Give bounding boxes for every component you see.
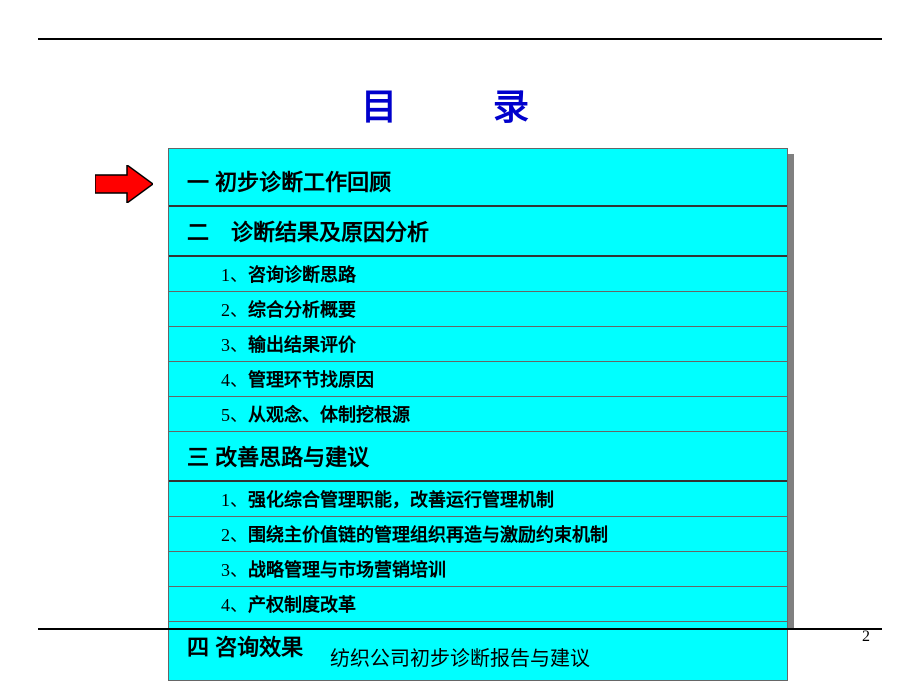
section-header-2: 二 诊断结果及原因分析 (169, 207, 787, 257)
sub-item-2-4: 4、管理环节找原因 (169, 362, 787, 397)
section-header-3: 三 改善思路与建议 (169, 432, 787, 482)
sub-item-2-5: 5、从观念、体制挖根源 (169, 397, 787, 432)
sub-item-3-2: 2、围绕主价值链的管理组织再造与激励约束机制 (169, 517, 787, 552)
sub-item-3-1: 1、强化综合管理职能，改善运行管理机制 (169, 482, 787, 517)
bottom-divider (38, 628, 882, 630)
sub-item-2-1: 1、咨询诊断思路 (169, 257, 787, 292)
sub-item-2-3: 3、输出结果评价 (169, 327, 787, 362)
sub-item-2-2: 2、综合分析概要 (169, 292, 787, 327)
sub-item-3-4: 4、产权制度改革 (169, 587, 787, 622)
section-header-1: 一 初步诊断工作回顾 (169, 149, 787, 207)
pointer-arrow (95, 165, 153, 208)
toc-box: 一 初步诊断工作回顾 二 诊断结果及原因分析 1、咨询诊断思路 2、综合分析概要… (168, 148, 788, 681)
top-divider (38, 38, 882, 40)
page-number: 2 (862, 628, 870, 646)
page-title: 目 录 (0, 78, 920, 130)
toc-container: 一 初步诊断工作回顾 二 诊断结果及原因分析 1、咨询诊断思路 2、综合分析概要… (168, 148, 788, 681)
footer-text: 纺织公司初步诊断报告与建议 (300, 646, 620, 672)
sub-item-3-3: 3、战略管理与市场营销培训 (169, 552, 787, 587)
